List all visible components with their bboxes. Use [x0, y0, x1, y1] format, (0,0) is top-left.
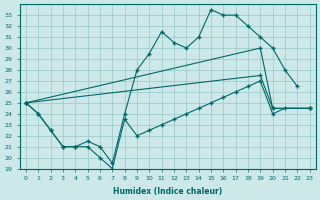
- X-axis label: Humidex (Indice chaleur): Humidex (Indice chaleur): [113, 187, 222, 196]
